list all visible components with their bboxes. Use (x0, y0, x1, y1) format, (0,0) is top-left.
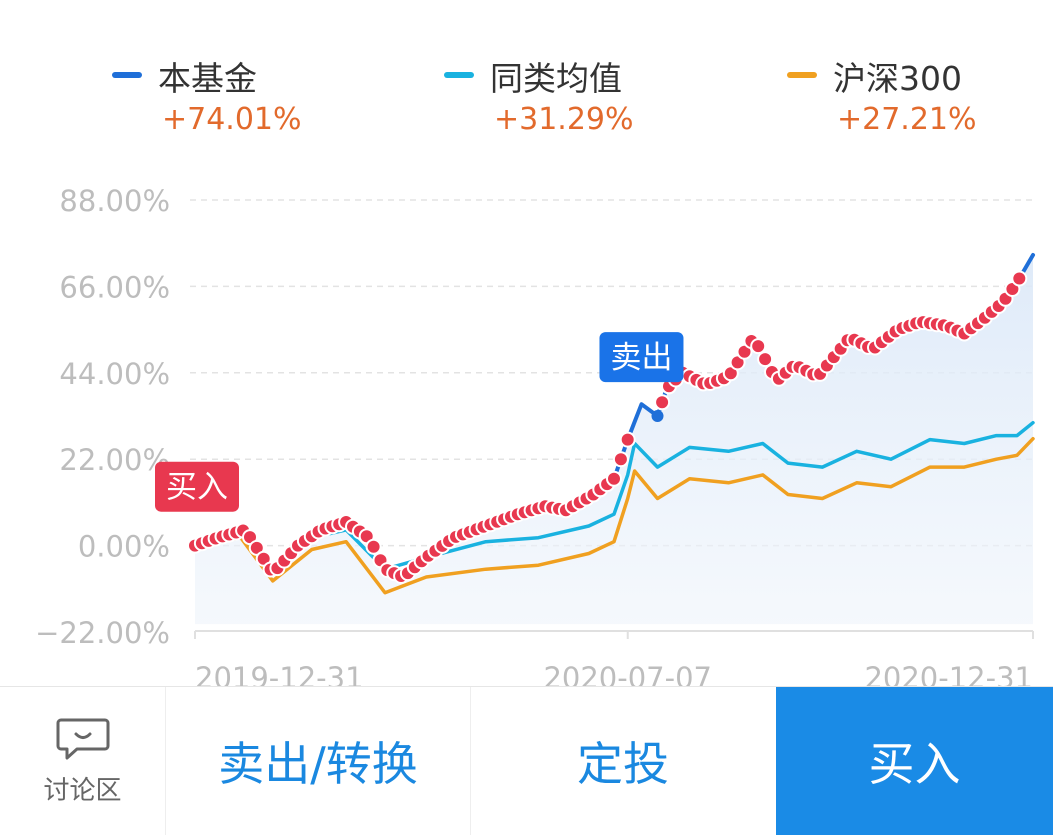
legend-swatch-csi300 (787, 72, 817, 78)
fund-area-fill (195, 255, 1033, 625)
bottom-action-bar: 讨论区 卖出/转换 定投 买入 (0, 686, 1053, 835)
holding-dot (757, 351, 774, 368)
sell-flag-label: 卖出 (610, 340, 672, 376)
sell-point-dot (651, 410, 664, 422)
legend-label-csi300: 沪深300 (833, 59, 962, 98)
legend-value-category-avg: +31.29% (494, 102, 634, 137)
discuss-button[interactable]: 讨论区 (0, 687, 166, 835)
holding-dot (750, 338, 767, 355)
y-tick-label: −22.00% (35, 616, 170, 650)
sell-convert-button[interactable]: 卖出/转换 (166, 687, 471, 835)
y-tick-label: 22.00% (59, 443, 170, 477)
sell-flag (599, 332, 684, 383)
legend-swatch-fund (112, 72, 142, 78)
holding-dot (619, 431, 636, 448)
buy-button[interactable]: 买入 (776, 687, 1053, 835)
chat-bubble-icon (56, 718, 109, 759)
discuss-label: 讨论区 (43, 775, 122, 806)
buy-flag-label: 买入 (166, 470, 228, 506)
holding-dot (606, 470, 622, 487)
legend-value-csi300: +27.21% (837, 102, 977, 137)
performance-chart: 88.00% 66.00% 44.00% 22.00% 0.00% −22.00% 2019… (35, 184, 1035, 686)
chart-legend: 本基金 +74.01% 同类均值 +31.29% 沪深300 +27.21% (0, 0, 1053, 170)
x-tick-label: 2019-12-31 (195, 661, 364, 686)
y-tick-label: 0.00% (78, 530, 170, 564)
y-tick-label: 66.00% (59, 270, 170, 304)
legend-label-fund: 本基金 (158, 59, 257, 98)
x-tick-label: 2020-12-31 (864, 661, 1033, 686)
holding-dot (654, 394, 671, 411)
series-line-1 (193, 420, 1035, 571)
holding-dot (1011, 270, 1028, 287)
auto-invest-button[interactable]: 定投 (577, 737, 669, 791)
holding-dot (612, 451, 629, 468)
y-tick-label: 44.00% (59, 357, 170, 391)
legend-value-fund: +74.01% (162, 102, 302, 137)
series-line-2 (193, 436, 1035, 595)
x-tick-label: 2020-07-07 (543, 661, 712, 686)
buy-flag (155, 461, 239, 512)
y-tick-label: 88.00% (59, 184, 170, 218)
legend-swatch-category-avg (444, 72, 474, 78)
legend-label-category-avg: 同类均值 (490, 59, 622, 98)
holding-dot (365, 538, 382, 555)
